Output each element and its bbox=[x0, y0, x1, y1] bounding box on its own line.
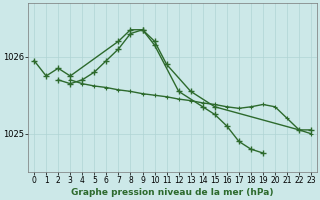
X-axis label: Graphe pression niveau de la mer (hPa): Graphe pression niveau de la mer (hPa) bbox=[71, 188, 274, 197]
